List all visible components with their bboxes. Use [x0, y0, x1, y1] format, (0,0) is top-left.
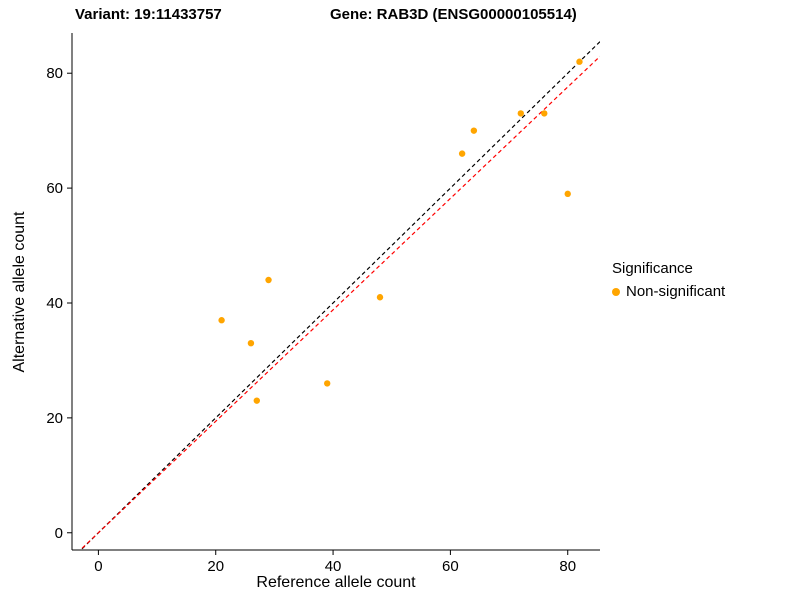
fit-line: [79, 55, 600, 550]
identity-line: [79, 41, 600, 550]
y-tick-label: 40: [46, 295, 63, 312]
x-tick-label: 60: [442, 558, 459, 575]
x-tick-label: 40: [325, 558, 342, 575]
x-tick-label: 0: [94, 558, 102, 575]
x-tick-label: 80: [559, 558, 576, 575]
y-tick-label: 0: [55, 525, 63, 542]
legend-title: Significance: [612, 260, 693, 277]
data-point: [324, 380, 331, 387]
legend-item-label: Non-significant: [626, 283, 726, 300]
data-point: [247, 340, 255, 347]
variant-title: Variant: 19:11433757: [75, 6, 222, 23]
y-tick-label: 80: [46, 65, 63, 82]
legend: Significance Non-significant: [612, 260, 725, 300]
x-axis-title: Reference allele count: [256, 574, 416, 591]
data-point: [218, 317, 225, 324]
data-point: [541, 110, 548, 117]
legend-item: Non-significant: [612, 283, 725, 300]
data-point: [253, 397, 260, 404]
legend-point-icon: [612, 287, 620, 296]
x-tick-label: 20: [207, 558, 224, 575]
data-point: [265, 276, 272, 284]
y-tick-label: 60: [46, 180, 63, 197]
data-point: [470, 127, 478, 134]
y-tick-label: 20: [46, 410, 63, 427]
data-point: [517, 110, 524, 117]
gene-title: Gene: RAB3D (ENSG00000105514): [330, 6, 577, 23]
y-axis-title: Alternative allele count: [11, 211, 28, 373]
data-point: [576, 58, 583, 65]
data-point: [458, 150, 466, 157]
data-point: [564, 190, 571, 198]
data-point: [376, 294, 384, 301]
